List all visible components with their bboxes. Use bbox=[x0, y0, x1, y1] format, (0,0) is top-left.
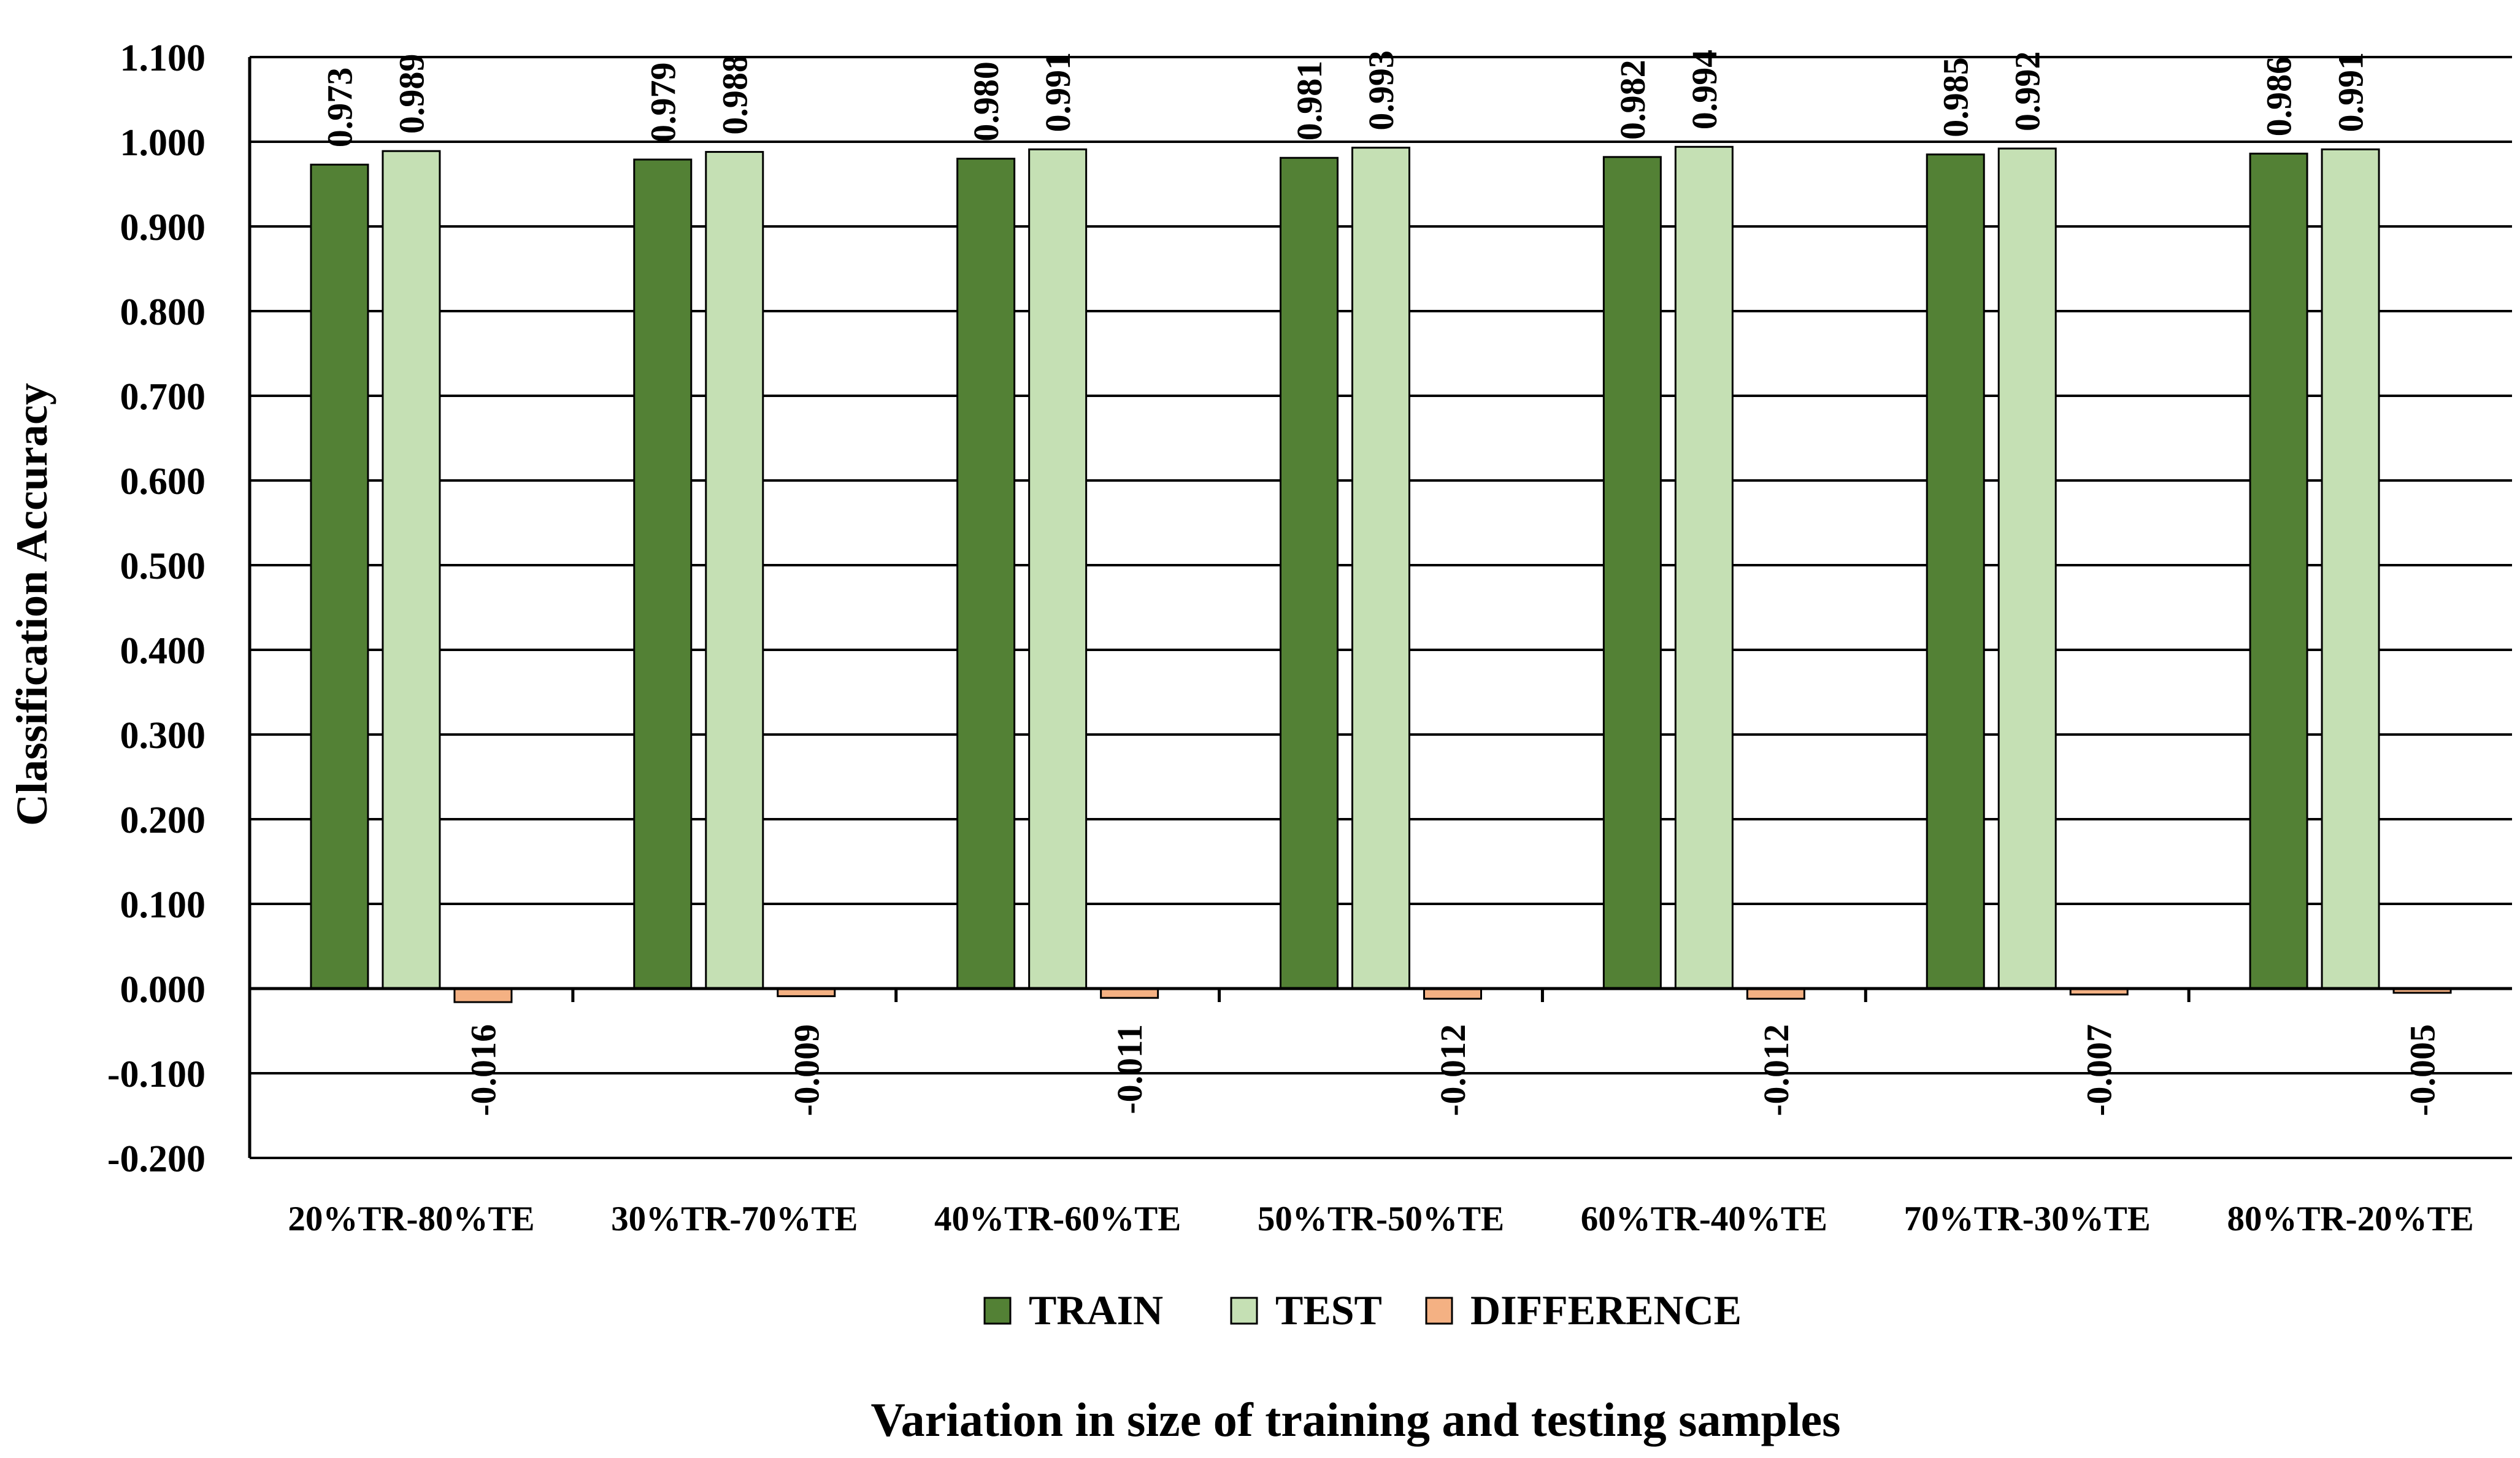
data-label-train-4: 0.981 bbox=[1289, 61, 1329, 141]
data-label-train-6: 0.985 bbox=[1936, 57, 1976, 137]
y-tick-label: 1.000 bbox=[120, 122, 206, 164]
bar-test-2 bbox=[705, 151, 764, 990]
y-tick-label: 0.400 bbox=[120, 630, 206, 672]
bar-difference-1 bbox=[453, 987, 513, 1003]
x-tick-label: 60%TR-40%TE bbox=[1581, 1200, 1827, 1238]
data-label-test-7: 0.991 bbox=[2331, 52, 2371, 133]
x-axis-tick-labels: 20%TR-80%TE 30%TR-70%TE 40%TR-60%TE 50%TR-5… bbox=[288, 1200, 2473, 1238]
y-tick-label: 0.100 bbox=[120, 884, 206, 926]
bar-train-6 bbox=[1926, 153, 1985, 990]
y-tick-label: 0.800 bbox=[120, 291, 206, 333]
y-tick-label: 0.900 bbox=[120, 207, 206, 249]
x-tick-label: 70%TR-30%TE bbox=[1904, 1200, 2151, 1238]
bar-test-7 bbox=[2321, 148, 2380, 990]
bars bbox=[310, 145, 2452, 1003]
data-label-test-5: 0.994 bbox=[1684, 50, 1724, 130]
bar-train-4 bbox=[1280, 156, 1339, 990]
bar-test-1 bbox=[382, 150, 441, 990]
y-tick-label: 0.700 bbox=[120, 376, 206, 418]
legend-label-test: TEST bbox=[1275, 1287, 1382, 1333]
legend: TRAIN TEST DIFFERENCE bbox=[983, 1287, 1742, 1333]
x-tick-label: 20%TR-80%TE bbox=[288, 1200, 534, 1238]
bar-test-3 bbox=[1028, 148, 1088, 990]
data-labels: 0.973 0.989 -0.016 0.979 0.988 -0.009 0.980 0.9… bbox=[320, 50, 2442, 1116]
data-label-difference-7: -0.005 bbox=[2403, 1024, 2443, 1116]
legend-swatch-test bbox=[1230, 1297, 1258, 1325]
bar-test-6 bbox=[1997, 147, 2057, 990]
data-label-test-4: 0.993 bbox=[1361, 50, 1401, 131]
y-tick-label: 0.300 bbox=[120, 715, 206, 757]
bar-test-4 bbox=[1351, 147, 1410, 990]
x-axis-title: Variation in size of training and testin… bbox=[870, 1393, 1840, 1446]
y-tick-label: -0.100 bbox=[107, 1054, 206, 1095]
data-label-difference-5: -0.012 bbox=[1756, 1024, 1796, 1116]
y-tick-label: 0.600 bbox=[120, 461, 206, 503]
y-tick-label: 1.100 bbox=[120, 37, 206, 79]
data-label-test-1: 0.989 bbox=[391, 54, 431, 134]
data-label-test-6: 0.992 bbox=[2008, 52, 2048, 132]
x-tick-label: 40%TR-60%TE bbox=[934, 1200, 1181, 1238]
bar-train-2 bbox=[633, 158, 693, 990]
data-label-train-5: 0.982 bbox=[1613, 60, 1653, 140]
data-label-train-3: 0.980 bbox=[966, 61, 1006, 142]
bar-train-7 bbox=[2249, 152, 2308, 990]
y-axis-title: Classification Accuracy bbox=[7, 383, 56, 826]
bar-train-1 bbox=[310, 163, 369, 990]
legend-label-train: TRAIN bbox=[1029, 1287, 1163, 1333]
data-label-train-7: 0.986 bbox=[2259, 56, 2299, 137]
data-label-difference-1: -0.016 bbox=[463, 1024, 503, 1116]
data-label-test-2: 0.988 bbox=[715, 55, 755, 135]
x-tick-label: 80%TR-20%TE bbox=[2227, 1200, 2473, 1238]
bar-train-5 bbox=[1602, 156, 1662, 990]
legend-swatch-difference bbox=[1425, 1297, 1453, 1325]
legend-label-difference: DIFFERENCE bbox=[1470, 1287, 1742, 1333]
bar-test-5 bbox=[1674, 145, 1734, 990]
data-label-difference-4: -0.012 bbox=[1433, 1024, 1473, 1116]
data-label-test-3: 0.991 bbox=[1038, 52, 1078, 133]
data-label-difference-3: -0.011 bbox=[1110, 1024, 1150, 1114]
legend-swatch-train bbox=[983, 1297, 1012, 1325]
x-tick-label: 30%TR-70%TE bbox=[611, 1200, 858, 1238]
y-tick-label: 0.500 bbox=[120, 546, 206, 587]
x-tick-label: 50%TR-50%TE bbox=[1258, 1200, 1504, 1238]
y-tick-label: -0.200 bbox=[107, 1138, 206, 1180]
y-tick-label: 0.000 bbox=[120, 969, 206, 1011]
data-label-train-1: 0.973 bbox=[320, 68, 359, 148]
y-axis-tick-labels: -0.200 -0.100 0.000 0.100 0.200 0.300 0.400 0.5… bbox=[107, 37, 206, 1180]
data-label-train-2: 0.979 bbox=[643, 62, 683, 142]
axes bbox=[248, 57, 2512, 1158]
data-label-difference-6: -0.007 bbox=[2080, 1024, 2119, 1116]
y-tick-label: 0.200 bbox=[120, 800, 206, 841]
data-label-difference-2: -0.009 bbox=[786, 1024, 826, 1116]
bar-train-3 bbox=[956, 158, 1016, 990]
